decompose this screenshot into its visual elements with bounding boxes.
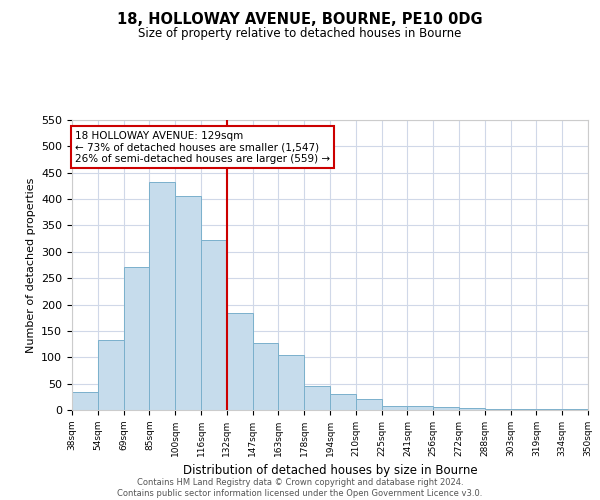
Text: 18, HOLLOWAY AVENUE, BOURNE, PE10 0DG: 18, HOLLOWAY AVENUE, BOURNE, PE10 0DG <box>117 12 483 28</box>
Y-axis label: Number of detached properties: Number of detached properties <box>26 178 35 352</box>
Bar <box>175 196 201 410</box>
Bar <box>459 408 485 410</box>
Bar <box>98 340 124 410</box>
Bar <box>304 386 330 410</box>
Bar <box>356 400 382 410</box>
Bar <box>72 392 98 410</box>
Bar <box>278 354 304 410</box>
Bar <box>201 240 227 410</box>
Text: 18 HOLLOWAY AVENUE: 129sqm
← 73% of detached houses are smaller (1,547)
26% of s: 18 HOLLOWAY AVENUE: 129sqm ← 73% of deta… <box>75 130 330 164</box>
Bar <box>330 394 356 410</box>
Bar <box>382 406 407 410</box>
Bar <box>253 343 278 410</box>
Bar <box>227 313 253 410</box>
Bar <box>433 408 459 410</box>
X-axis label: Distribution of detached houses by size in Bourne: Distribution of detached houses by size … <box>182 464 478 477</box>
Text: Contains HM Land Registry data © Crown copyright and database right 2024.
Contai: Contains HM Land Registry data © Crown c… <box>118 478 482 498</box>
Bar <box>149 182 175 410</box>
Bar <box>407 406 433 410</box>
Text: Size of property relative to detached houses in Bourne: Size of property relative to detached ho… <box>139 28 461 40</box>
Bar <box>124 266 149 410</box>
Bar <box>485 409 511 410</box>
